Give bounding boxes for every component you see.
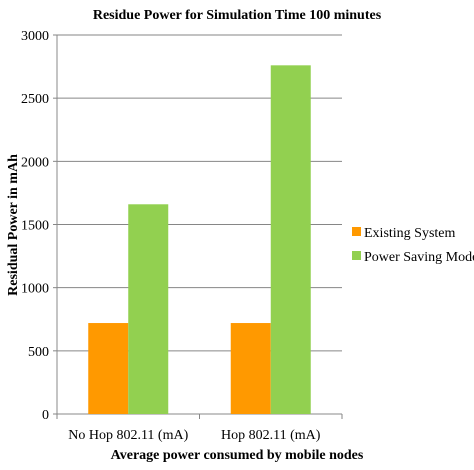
y-tick-label: 3000 xyxy=(21,29,49,44)
bar-power-saving-mode-1 xyxy=(270,65,311,414)
bar-power-saving-mode-0 xyxy=(128,204,169,414)
y-tick-label: 0 xyxy=(42,408,49,423)
y-tick-labels: 0 500 1000 1500 2000 2500 3000 xyxy=(21,29,49,423)
legend-label: Existing System xyxy=(364,226,456,241)
legend: Existing System Power Saving Mode xyxy=(352,226,474,265)
y-axis-label: Residual Power in mAh xyxy=(6,154,21,296)
bar-existing-system-1 xyxy=(230,323,271,414)
y-tick-label: 2500 xyxy=(21,92,49,107)
bars xyxy=(88,65,311,414)
y-tick-label: 1000 xyxy=(21,282,49,297)
y-tick-label: 500 xyxy=(28,345,49,360)
bar-existing-system-0 xyxy=(88,323,129,414)
x-tick-label: No Hop 802.11 (mA) xyxy=(68,428,188,443)
x-tick-label: Hop 802.11 (mA) xyxy=(221,428,321,443)
legend-swatch xyxy=(352,227,361,236)
chart-title: Residue Power for Simulation Time 100 mi… xyxy=(93,8,382,23)
x-axis-label: Average power consumed by mobile nodes xyxy=(111,448,364,463)
legend-swatch xyxy=(352,251,361,260)
legend-label: Power Saving Mode xyxy=(364,250,474,265)
y-tick-label: 1500 xyxy=(21,219,49,234)
x-tick-labels: No Hop 802.11 (mA) Hop 802.11 (mA) xyxy=(56,414,343,443)
y-tick-label: 2000 xyxy=(21,155,49,170)
